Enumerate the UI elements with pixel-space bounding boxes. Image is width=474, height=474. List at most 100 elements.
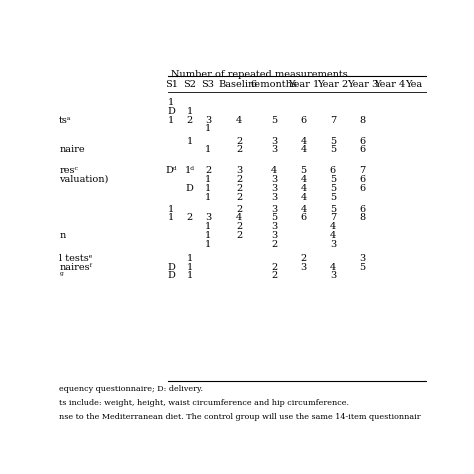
- Text: l testsᵉ: l testsᵉ: [59, 254, 93, 263]
- Text: Baseline: Baseline: [218, 80, 260, 89]
- Text: 6: 6: [301, 116, 307, 125]
- Text: ts include: weight, height, waist circumference and hip circumference.: ts include: weight, height, waist circum…: [59, 399, 349, 407]
- Text: n: n: [59, 231, 65, 240]
- Text: 4: 4: [236, 213, 242, 222]
- Text: 3: 3: [205, 213, 211, 222]
- Text: 3: 3: [330, 272, 336, 280]
- Text: 4: 4: [330, 263, 336, 272]
- Text: 2: 2: [271, 272, 277, 280]
- Text: 2: 2: [236, 137, 242, 146]
- Text: 4: 4: [330, 231, 336, 240]
- Text: valuation): valuation): [59, 175, 109, 184]
- Text: 1: 1: [168, 205, 174, 214]
- Text: 6: 6: [359, 184, 365, 193]
- Text: 3: 3: [330, 240, 336, 249]
- Text: 6: 6: [359, 205, 365, 214]
- Text: 2: 2: [187, 116, 193, 125]
- Text: D: D: [186, 184, 193, 193]
- Text: 1: 1: [205, 192, 211, 201]
- Text: naire: naire: [59, 146, 85, 155]
- Text: 4: 4: [301, 146, 307, 155]
- Text: 6 months: 6 months: [251, 80, 297, 89]
- Text: 5: 5: [330, 175, 336, 184]
- Text: 5: 5: [330, 137, 336, 146]
- Text: Year 2: Year 2: [317, 80, 348, 89]
- Text: S2: S2: [183, 80, 196, 89]
- Text: 2: 2: [271, 263, 277, 272]
- Text: 1: 1: [187, 254, 193, 263]
- Text: 2: 2: [236, 175, 242, 184]
- Text: D: D: [167, 107, 175, 116]
- Text: 6: 6: [330, 166, 336, 175]
- Text: 7: 7: [359, 166, 365, 175]
- Text: 5: 5: [359, 263, 365, 272]
- Text: D: D: [167, 272, 175, 280]
- Text: 3: 3: [271, 192, 277, 201]
- Text: 7: 7: [330, 116, 336, 125]
- Text: 6: 6: [359, 146, 365, 155]
- Text: 3: 3: [271, 146, 277, 155]
- Text: 4: 4: [271, 166, 277, 175]
- Text: 1: 1: [187, 137, 193, 146]
- Text: 4: 4: [301, 175, 307, 184]
- Text: 1: 1: [187, 272, 193, 280]
- Text: 2: 2: [271, 240, 277, 249]
- Text: 1: 1: [205, 231, 211, 240]
- Text: 4: 4: [301, 184, 307, 193]
- Text: Yea: Yea: [405, 80, 422, 89]
- Text: nairesᶠ: nairesᶠ: [59, 263, 92, 272]
- Text: Year 4: Year 4: [374, 80, 405, 89]
- Text: 7: 7: [330, 213, 336, 222]
- Text: 2: 2: [236, 231, 242, 240]
- Text: 2: 2: [187, 213, 193, 222]
- Text: 6: 6: [359, 175, 365, 184]
- Text: 2: 2: [236, 205, 242, 214]
- Text: S1: S1: [165, 80, 178, 89]
- Text: nse to the Mediterranean diet. The control group will use the same 14-item quest: nse to the Mediterranean diet. The contr…: [59, 413, 421, 421]
- Text: 3: 3: [205, 116, 211, 125]
- Text: 1: 1: [168, 116, 174, 125]
- Text: 1: 1: [205, 124, 211, 133]
- Text: equency questionnaire; D: delivery.: equency questionnaire; D: delivery.: [59, 385, 203, 393]
- Text: 1: 1: [205, 146, 211, 155]
- Text: 1: 1: [205, 175, 211, 184]
- Text: 4: 4: [330, 222, 336, 231]
- Text: 3: 3: [236, 166, 242, 175]
- Text: 2: 2: [205, 166, 211, 175]
- Text: 3: 3: [301, 263, 307, 272]
- Text: 2: 2: [236, 146, 242, 155]
- Text: 3: 3: [271, 222, 277, 231]
- Text: tsᵃ: tsᵃ: [59, 116, 72, 125]
- Text: Year 1: Year 1: [288, 80, 319, 89]
- Text: 1: 1: [168, 98, 174, 107]
- Text: 5: 5: [330, 192, 336, 201]
- Text: 3: 3: [271, 184, 277, 193]
- Text: 3: 3: [271, 175, 277, 184]
- Text: S3: S3: [201, 80, 215, 89]
- Text: 2: 2: [301, 254, 307, 263]
- Text: 8: 8: [359, 213, 365, 222]
- Text: 8: 8: [359, 116, 365, 125]
- Text: Dᵈ: Dᵈ: [165, 166, 177, 175]
- Text: 5: 5: [330, 184, 336, 193]
- Text: 3: 3: [271, 205, 277, 214]
- Text: Number of repeated measurements: Number of repeated measurements: [171, 70, 348, 79]
- Text: 5: 5: [301, 166, 307, 175]
- Text: 1: 1: [205, 222, 211, 231]
- Text: 5: 5: [271, 116, 277, 125]
- Text: 1: 1: [168, 213, 174, 222]
- Text: 3: 3: [271, 231, 277, 240]
- Text: 1ᵈ: 1ᵈ: [185, 166, 195, 175]
- Text: 4: 4: [301, 137, 307, 146]
- Text: resᶜ: resᶜ: [59, 166, 78, 175]
- Text: 3: 3: [359, 254, 365, 263]
- Text: 6: 6: [301, 213, 307, 222]
- Text: 6: 6: [359, 137, 365, 146]
- Text: 4: 4: [301, 205, 307, 214]
- Text: 4: 4: [236, 116, 242, 125]
- Text: 5: 5: [330, 146, 336, 155]
- Text: Year 3: Year 3: [346, 80, 378, 89]
- Text: ᵍ: ᵍ: [59, 272, 63, 280]
- Text: 1: 1: [187, 107, 193, 116]
- Text: 1: 1: [205, 184, 211, 193]
